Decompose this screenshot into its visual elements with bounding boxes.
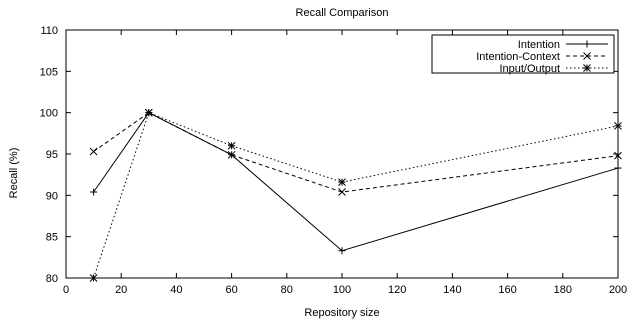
y-axis-title: Recall (%) [8,148,20,199]
data-point-3 [338,178,346,186]
y-axis: 80 85 90 95 100 105 110 [40,25,618,285]
x-tick-label: 0 [63,284,69,296]
data-point-2 [227,150,236,159]
legend-marker-3 [583,64,591,72]
legend-label: Input/Output [499,63,560,75]
data-point-2 [614,151,622,160]
series-line-1 [93,112,619,252]
y-tick-label: 90 [46,190,58,202]
x-axis-title: Repository size [304,307,379,319]
x-tick-label: 40 [170,284,182,296]
y-tick-label: 85 [46,232,58,244]
x-tick-label: 80 [281,284,293,296]
data-point-3 [614,122,622,130]
legend-marker-1 [583,40,591,48]
x-tick-label: 20 [115,284,127,296]
chart-title: Recall Comparison [296,7,389,19]
y-tick-label: 110 [40,25,58,37]
series-line-3 [93,112,619,279]
legend-marker-2 [583,52,591,60]
data-point-1 [338,247,346,255]
data-point-1 [90,188,98,196]
series-line-2 [93,112,619,193]
x-axis: 0 20 40 60 80 100 120 140 160 180 200 [63,30,627,296]
series-layer [89,108,622,282]
x-tick-label: 120 [388,284,406,296]
data-point-3 [227,141,236,150]
y-tick-label: 105 [40,66,58,78]
data-point-1 [614,164,622,172]
x-tick-label: 200 [609,284,627,296]
legend-label: Intention [518,39,560,51]
legend-label: Intention-Context [476,51,560,63]
y-tick-label: 95 [46,149,58,161]
y-tick-label: 100 [40,108,58,120]
x-tick-label: 60 [225,284,237,296]
x-tick-label: 100 [333,284,351,296]
x-tick-label: 140 [443,284,461,296]
y-tick-label: 80 [46,273,58,285]
data-point-3 [89,274,98,282]
data-point-2 [338,188,346,196]
data-point-3 [144,108,153,117]
data-point-2 [89,147,98,156]
x-tick-label: 180 [554,284,572,296]
x-tick-label: 160 [498,284,516,296]
legend-box [431,34,615,74]
